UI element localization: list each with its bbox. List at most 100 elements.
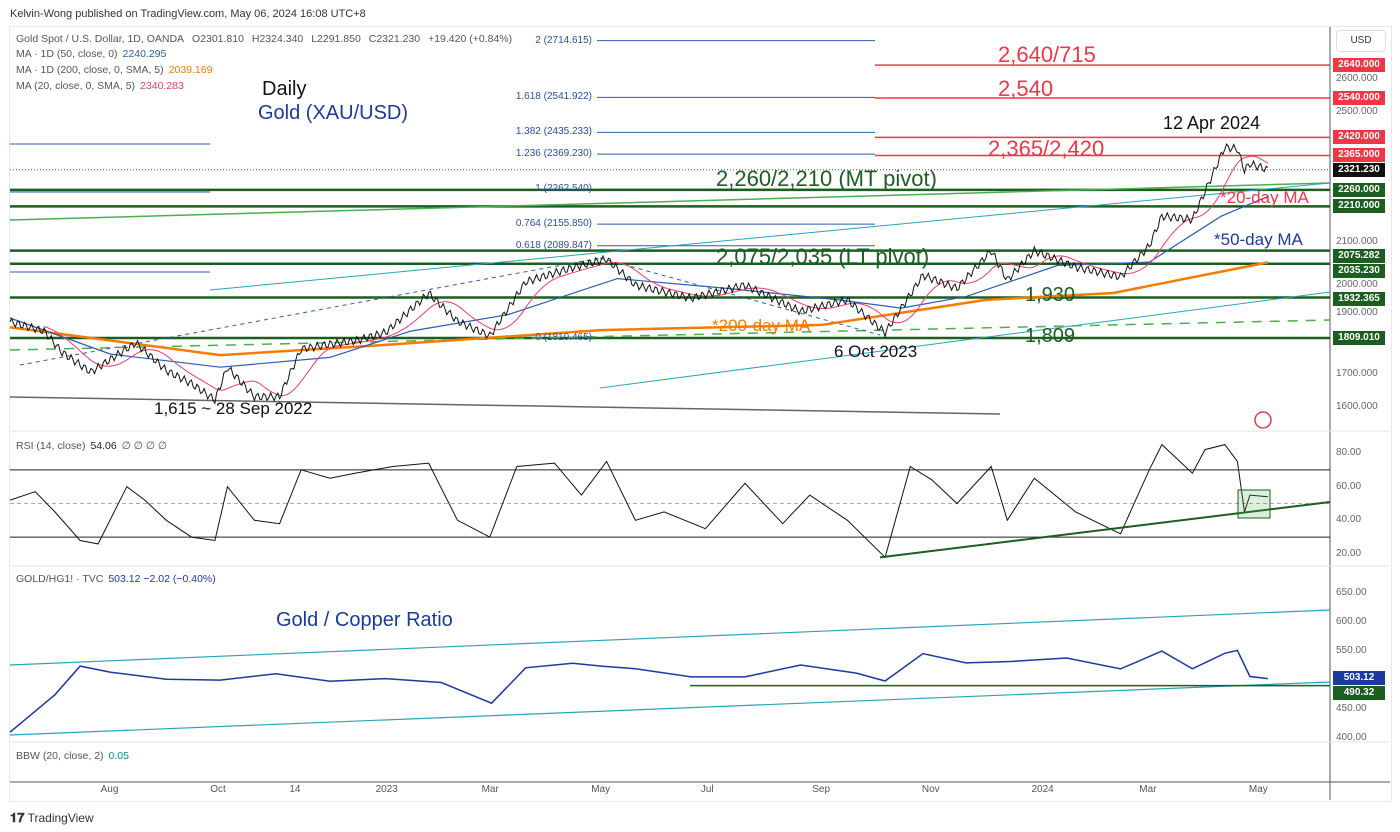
oct-low-label: 6 Oct 2023	[834, 342, 918, 361]
ratio-legend[interactable]: GOLD/HG1! · TVC 503.12 −2.02 (−0.40%)	[16, 573, 221, 585]
price-tick-label: 2600.000	[1336, 73, 1378, 85]
rsi-legend[interactable]: RSI (14, close) 54.06 ∅ ∅ ∅ ∅	[16, 440, 172, 452]
long-term-trendline	[9, 182, 1331, 221]
ma20-label: MA (20, close, 0, SMA, 5)	[16, 80, 136, 92]
bbw-value: 0.05	[108, 750, 129, 762]
channel-upper-line	[209, 182, 1331, 291]
ma20-legend[interactable]: MA (20, close, 0, SMA, 5) 2340.283	[16, 80, 189, 92]
rsi-label: RSI (14, close)	[16, 440, 86, 452]
flash-icon	[1254, 411, 1272, 429]
fib-level-label: 1.618 (2541.922)	[515, 91, 592, 103]
ratio-value: 503.12 −2.02 (−0.40%)	[108, 573, 216, 585]
support-1809: 1,809	[1025, 325, 1076, 347]
time-axis-label: Mar	[1139, 784, 1157, 795]
ma200-legend[interactable]: MA · 1D (200, close, 0, SMA, 5) 2039.169	[16, 64, 217, 76]
ma50-legend[interactable]: MA · 1D (50, close, 0) 2240.295	[16, 48, 171, 60]
price-tick-label: 2000.000	[1336, 279, 1378, 291]
resistance-2365-2420: 2,365/2,420	[988, 136, 1105, 161]
time-axis-label: Sep	[812, 784, 831, 795]
time-axis-label: Nov	[921, 784, 940, 795]
rsi-support-trendline	[879, 501, 1331, 559]
bbw-legend[interactable]: BBW (20, close, 2) 0.05	[16, 750, 134, 762]
ohlc-low: L2291.850	[311, 33, 361, 45]
rsi-tick-label: 60.00	[1336, 480, 1362, 492]
symbol-name: Gold Spot / U.S. Dollar, 1D, OANDA	[16, 33, 185, 45]
rsi-value: 54.06	[90, 440, 117, 452]
ma50-value: 2240.295	[122, 48, 167, 60]
time-axis-label: Aug	[100, 784, 119, 795]
rsi-tick-label: 40.00	[1336, 514, 1362, 526]
fib-level-label: 0.618 (2089.847)	[515, 239, 592, 251]
sep-low-label: 1,615 ~ 28 Sep 2022	[154, 399, 313, 418]
ratio-line	[9, 649, 1268, 733]
ratio-lower-channel	[9, 681, 1331, 736]
dashed-support-line	[9, 319, 1331, 351]
lt-pivot-label: 2,075/2,035 (LT pivot)	[716, 244, 930, 269]
price-line	[9, 142, 1269, 405]
ohlc-change: +19.420 (+0.84%)	[428, 33, 513, 45]
time-axis-label: Jul	[700, 784, 714, 795]
ratio-tick-label: 550.00	[1336, 645, 1367, 656]
price-tag: 1932.365	[1333, 292, 1385, 307]
mt-pivot-label: 2,260/2,210 (MT pivot)	[716, 166, 937, 191]
ratio-tag: 490.32	[1333, 686, 1385, 701]
fib-level-label: 2 (2714.615)	[535, 34, 592, 46]
apr-high-label: 12 Apr 2024	[1163, 113, 1261, 133]
timeframe-label: Daily	[262, 78, 307, 100]
ratio-tick-label: 400.00	[1336, 732, 1367, 743]
ma20-annotation: *20-day MA	[1220, 188, 1309, 207]
fib-level-label: 0.764 (2155.850)	[515, 218, 592, 230]
ratio-upper-channel	[9, 609, 1331, 666]
ma20-line	[43, 155, 1269, 397]
ma50-annotation: *50-day MA	[1214, 230, 1303, 249]
tradingview-logo[interactable]: 𝟏𝟕 TradingView	[10, 810, 94, 825]
price-tag: 2420.000	[1333, 130, 1385, 145]
dashed-channel-line	[19, 257, 601, 366]
price-tag: 2035.230	[1333, 264, 1385, 279]
symbol-legend: Gold Spot / U.S. Dollar, 1D, OANDA O2301…	[16, 33, 517, 45]
chart-frame	[9, 26, 1392, 802]
rsi-extra: ∅ ∅ ∅ ∅	[121, 440, 168, 452]
fib-level-label: 1.236 (2369.230)	[515, 148, 592, 160]
rsi-line	[9, 443, 1268, 559]
fib-level-label: 1.382 (2435.233)	[515, 126, 592, 138]
price-tag: 2321.230	[1333, 163, 1385, 178]
downtrend-line	[9, 396, 1001, 415]
price-tick-label: 1600.000	[1336, 400, 1378, 412]
time-axis-label: Oct	[210, 784, 226, 795]
rsi-highlight-box	[1237, 489, 1271, 519]
ma20-value: 2340.283	[140, 80, 184, 92]
published-by: Kelvin-Wong published on TradingView.com…	[10, 8, 366, 20]
brand-name: TradingView	[27, 811, 94, 825]
ohlc-close: C2321.230	[368, 33, 421, 45]
rsi-tick-label: 20.00	[1336, 547, 1362, 559]
price-tag: 2540.000	[1333, 91, 1385, 105]
resistance-2540: 2,540	[998, 76, 1054, 101]
price-tag: 2365.000	[1333, 148, 1385, 163]
rsi-tick-label: 80.00	[1336, 447, 1362, 458]
chart-title: Gold (XAU/USD)	[258, 102, 409, 124]
ratio-title: Gold / Copper Ratio	[276, 609, 453, 631]
bbw-label: BBW (20, close, 2)	[16, 750, 104, 762]
ratio-tick-label: 650.00	[1336, 587, 1367, 598]
ma200-annotation: *200-day MA	[712, 316, 811, 335]
time-axis-label: 2024	[1031, 784, 1054, 795]
price-tag: 2075.282	[1333, 249, 1385, 264]
ma50-label: MA · 1D (50, close, 0)	[16, 48, 118, 60]
currency-button[interactable]: USD	[1336, 30, 1386, 52]
ohlc-high: H2324.340	[251, 33, 304, 45]
ma200-line	[9, 261, 1269, 357]
fib-level-label: 1 (2262.540)	[535, 183, 592, 195]
price-tick-label: 1900.000	[1336, 307, 1378, 319]
ohlc-open: O2301.810	[191, 33, 244, 45]
resistance-2640: 2,640/715	[998, 42, 1096, 67]
fib-level-label: 0 (1810.465)	[535, 331, 592, 343]
price-tick-label: 2100.000	[1336, 236, 1378, 248]
price-tag: 1809.010	[1333, 330, 1385, 345]
price-tick-label: 2500.000	[1336, 106, 1378, 117]
channel-lower-line	[599, 291, 1331, 389]
ratio-label: GOLD/HG1! · TVC	[16, 573, 104, 585]
price-tag: 2210.000	[1333, 199, 1385, 214]
